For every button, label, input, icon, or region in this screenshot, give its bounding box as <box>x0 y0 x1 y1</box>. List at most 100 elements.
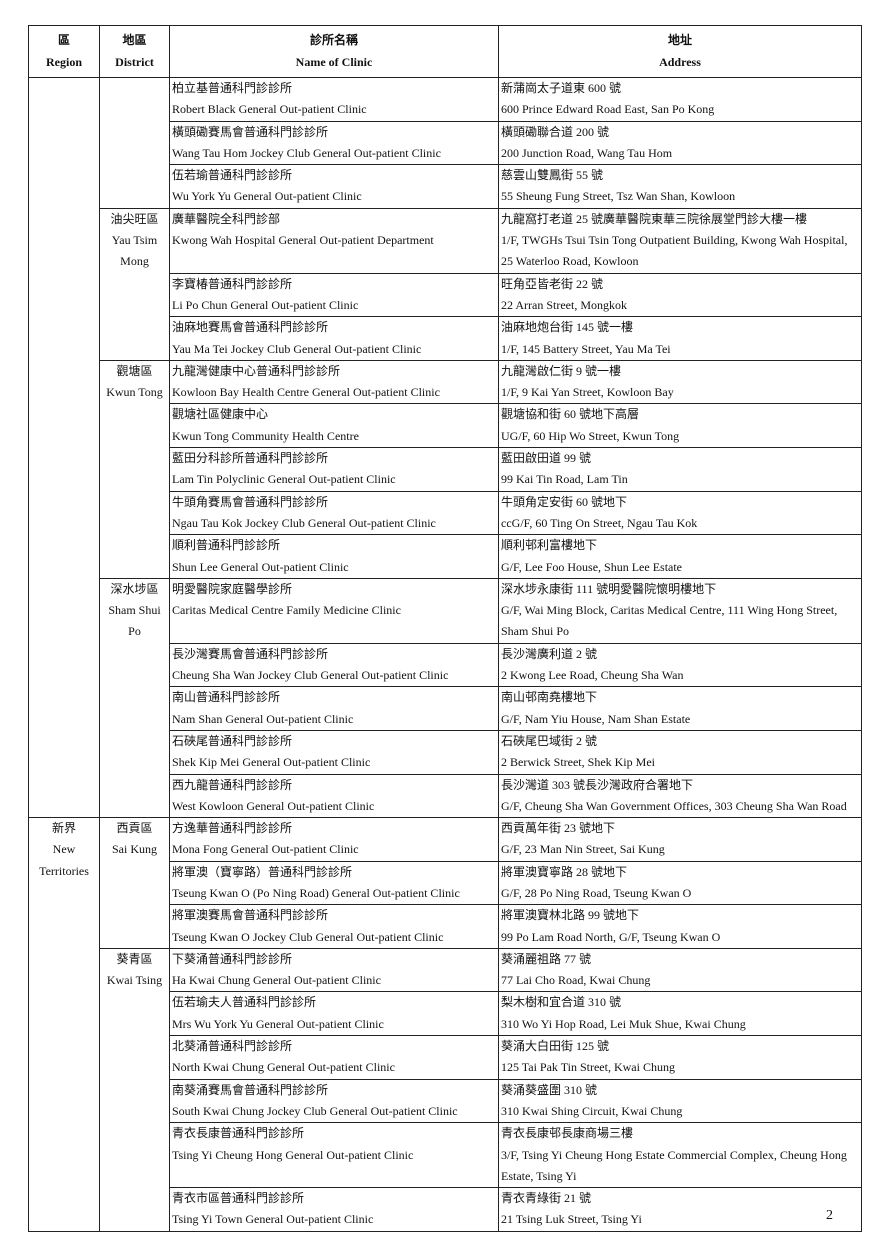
clinic-name-cell-zh: 柏立基普通科門診診所 <box>172 81 293 95</box>
clinic-address-cell-en: 3/F, Tsing Yi Cheung Hong Estate Commerc… <box>501 1147 847 1183</box>
clinic-address-cell-zh: 橫頭磡聯合道 200 號 <box>501 124 610 139</box>
clinic-address-cell: 長沙灣道 303 號長沙灣政府合署地下 G/F, Cheung Sha Wan G… <box>498 773 862 819</box>
clinic-address-cell: 葵涌大白田街 125 號 125 Tai Pak Tin Street, Kwai… <box>498 1035 862 1080</box>
clinic-name-cell: 牛頭角賽馬會普通科門診診所 Ngau Tau Kok Jockey Club Ge… <box>169 490 499 536</box>
clinic-address-cell-zh: 青衣長康邨長康商場三樓 <box>501 1126 634 1141</box>
clinic-address-cell-en: G/F, Nam Yiu House, Nam Shan Estate <box>501 711 691 726</box>
clinic-name-cell-en: Caritas Medical Centre Family Medicine C… <box>172 603 401 618</box>
clinic-address-cell-zh: 長沙灣廣利道 2 號 <box>501 646 598 661</box>
clinic-address-cell: 橫頭磡聯合道 200 號 200 Junction Road, Wang Tau … <box>498 120 862 166</box>
clinic-address-cell-en: 2 Kwong Lee Road, Cheung Sha Wan <box>501 668 684 683</box>
clinic-name-cell-en: West Kowloon General Out-patient Clinic <box>172 798 375 813</box>
clinic-address-cell-zh: 慈雲山雙鳳街 55 號 <box>501 168 604 183</box>
clinic-name-cell-en: Wang Tau Hom Jockey Club General Out-pat… <box>172 145 441 160</box>
clinic-address-cell-zh: 將軍澳寶寧路 28 號地下 <box>501 864 628 879</box>
clinic-address-cell-zh: 青衣青綠街 21 號 <box>501 1191 592 1206</box>
clinic-address-cell-en: G/F, 28 Po Ning Road, Tseung Kwan O <box>501 885 692 900</box>
clinic-name-cell-zh: 西九龍普通科門診診所 <box>172 777 293 792</box>
clinic-name-cell-zh: 橫頭磡賽馬會普通科門診診所 <box>172 124 329 139</box>
clinic-name-cell-en: Robert Black General Out-patient Clinic <box>172 102 367 117</box>
clinic-name-cell-zh: 牛頭角賽馬會普通科門診診所 <box>172 494 329 509</box>
clinic-address-cell: 順利邨利富樓地下 G/F, Lee Foo House, Shun Lee Est… <box>498 534 862 579</box>
clinic-address-cell: 深水埗永康街 111 號明愛醫院懷明樓地下 G/F, Wai Ming Block… <box>498 577 862 644</box>
clinic-name-cell-en: Kwun Tong Community Health Centre <box>172 428 359 443</box>
clinic-name-cell: 觀塘社區健康中心 Kwun Tong Community Health Centr… <box>169 403 499 449</box>
header-district-zh: 地區 <box>122 33 147 48</box>
clinic-address-cell-en: ccG/F, 60 Ting On Street, Ngau Tau Kok <box>501 515 698 530</box>
clinic-address-cell: 旺角亞皆老街 22 號 22 Arran Street, Mongkok <box>498 272 862 318</box>
table-row: 石硤尾普通科門診診所 Shek Kip Mei General Out-patie… <box>29 729 862 775</box>
table-row: 北葵涌普通科門診診所 North Kwai Chung General Out-p… <box>29 1035 862 1080</box>
clinic-address-cell: 新蒲崗太子道東 600 號 600 Prince Edward Road East… <box>498 77 862 122</box>
clinic-name-cell-zh: 青衣長康普通科門診診所 <box>172 1126 305 1141</box>
clinic-name-cell: 長沙灣賽馬會普通科門診診所 Cheung Sha Wan Jockey Club … <box>169 642 499 688</box>
clinic-address-cell: 九龍灣啟仁街 9 號一樓 1/F, 9 Kai Yan Street, Kowlo… <box>498 359 862 405</box>
clinic-address-cell-zh: 葵涌大白田街 125 號 <box>501 1039 610 1054</box>
district-cell-zh: 葵青區 <box>116 951 153 966</box>
clinic-address-cell-en: 200 Junction Road, Wang Tau Hom <box>501 145 673 160</box>
header-address: 地址 Address <box>498 25 862 78</box>
clinic-name-cell: 青衣市區普通科門診診所 Tsing Yi Town General Out-pat… <box>169 1187 499 1232</box>
clinic-address-cell: 葵涌葵盛圍 310 號 310 Kwai Shing Circuit, Kwai … <box>498 1078 862 1124</box>
table-row: 新界 New Territories 西貢區 Sai Kung 方逸華普通科門診診所 Mo… <box>28 817 862 1232</box>
clinic-name-cell-zh: 李寶椿普通科門診診所 <box>172 276 293 291</box>
table-row: 順利普通科門診診所 Shun Lee General Out-patient Cl… <box>29 534 862 579</box>
clinic-name-cell: 伍若瑜普通科門診診所 Wu York Yu General Out-patient… <box>169 164 499 209</box>
table-row: 南山普通科門診診所 Nam Shan General Out-patient Cl… <box>29 686 862 731</box>
clinic-address-cell-zh: 葵涌麗祖路 77 號 <box>501 951 592 966</box>
clinic-name-cell-en: Mona Fong General Out-patient Clinic <box>172 842 359 857</box>
clinic-address-cell-zh: 順利邨利富樓地下 <box>501 538 598 553</box>
clinic-address-cell-en: G/F, Wai Ming Block, Caritas Medical Cen… <box>501 603 838 639</box>
region-cell-en: New Territories <box>39 842 89 878</box>
clinic-name-cell-en: Ha Kwai Chung General Out-patient Clinic <box>172 973 381 988</box>
clinic-name-cell-en: Lam Tin Polyclinic General Out-patient C… <box>172 472 396 487</box>
header-name-en: Name of Clinic <box>295 54 373 69</box>
clinic-address-cell-en: 310 Kwai Shing Circuit, Kwai Chung <box>501 1103 683 1118</box>
header-address-en: Address <box>659 54 701 69</box>
clinic-name-cell: 石硤尾普通科門診診所 Shek Kip Mei General Out-patie… <box>169 729 499 775</box>
clinic-address-cell-en: 22 Arran Street, Mongkok <box>501 297 627 312</box>
table-row: 觀塘社區健康中心 Kwun Tong Community Health Centr… <box>29 403 862 449</box>
clinic-address-cell-en: 1/F, 145 Battery Street, Yau Ma Tei <box>501 341 671 356</box>
clinic-address-cell: 葵涌麗祖路 77 號 77 Lai Cho Road, Kwai Chung <box>498 947 862 993</box>
clinic-name-cell: 李寶椿普通科門診診所 Li Po Chun General Out-patient… <box>169 272 499 318</box>
clinic-name-cell-zh: 廣華醫院全科門診部 <box>172 211 281 226</box>
district-cell-en: Kwun Tong <box>106 385 163 400</box>
clinic-address-cell-en: 600 Prince Edward Road East, San Po Kong <box>501 102 715 117</box>
clinic-name-cell-en: Li Po Chun General Out-patient Clinic <box>172 297 359 312</box>
clinic-name-cell: 將軍澳賽馬會普通科門診診所 Tseung Kwan O Jockey Club G… <box>169 904 499 949</box>
clinic-address-cell: 將軍澳寶林北路 99 號地下 99 Po Lam Road North, G/F,… <box>498 904 862 949</box>
clinic-address-cell: 將軍澳寶寧路 28 號地下 G/F, 28 Po Ning Road, Tseun… <box>498 860 862 906</box>
clinic-name-cell-zh: 伍若瑜普通科門診診所 <box>172 168 293 183</box>
clinic-address-cell-zh: 葵涌葵盛圍 310 號 <box>501 1082 598 1097</box>
header-clinic-name: 診所名稱 Name of Clinic <box>169 25 499 78</box>
table-row: 藍田分科診所普通科門診診所 Lam Tin Polyclinic General … <box>29 447 862 492</box>
clinic-address-cell: 油麻地炮台街 145 號一樓 1/F, 145 Battery Street, Y… <box>498 316 862 361</box>
clinic-name-cell-zh: 石硤尾普通科門診診所 <box>172 733 293 748</box>
clinic-name-cell-en: Cheung Sha Wan Jockey Club General Out-p… <box>172 668 449 683</box>
clinic-name-cell-en: Mrs Wu York Yu General Out-patient Clini… <box>172 1016 384 1031</box>
clinic-name-cell: 南葵涌賽馬會普通科門診診所 South Kwai Chung Jockey Clu… <box>169 1078 499 1124</box>
clinic-name-cell-en: Shek Kip Mei General Out-patient Clinic <box>172 755 371 770</box>
header-district-en: District <box>115 54 154 69</box>
clinic-address-cell-zh: 觀塘協和街 60 號地下高層 <box>501 407 640 422</box>
clinic-name-cell-zh: 長沙灣賽馬會普通科門診診所 <box>172 646 329 661</box>
district-cell: 西貢區 Sai Kung <box>99 817 170 949</box>
clinic-name-cell: 橫頭磡賽馬會普通科門診診所 Wang Tau Hom Jockey Club Ge… <box>169 120 499 166</box>
clinic-name-cell: 柏立基普通科門診診所 Robert Black General Out-patie… <box>169 77 499 122</box>
clinic-name-cell-en: Tseung Kwan O (Po Ning Road) General Out… <box>172 885 460 900</box>
clinic-address-cell: 石硤尾巴域街 2 號 2 Berwick Street, Shek Kip Mei <box>498 729 862 775</box>
clinic-name-cell: 順利普通科門診診所 Shun Lee General Out-patient Cl… <box>169 534 499 579</box>
district-cell-zh: 西貢區 <box>116 821 153 836</box>
clinic-address-cell: 長沙灣廣利道 2 號 2 Kwong Lee Road, Cheung Sha W… <box>498 642 862 688</box>
clinic-name-cell: 油麻地賽馬會普通科門診診所 Yau Ma Tei Jockey Club Gene… <box>169 316 499 361</box>
district-cell: 油尖旺區 Yau Tsim Mong <box>99 207 170 361</box>
clinic-name-cell-zh: 順利普通科門診診所 <box>172 538 281 553</box>
clinic-address-cell: 慈雲山雙鳳街 55 號 55 Sheung Fung Street, Tsz Wa… <box>498 164 862 209</box>
clinic-address-cell-en: 310 Wo Yi Hop Road, Lei Muk Shue, Kwai C… <box>501 1016 746 1031</box>
clinic-name-cell-en: Tsing Yi Cheung Hong General Out-patient… <box>172 1147 414 1162</box>
district-cell-zh: 深水埗區 <box>110 581 159 596</box>
region-cell <box>28 76 100 819</box>
table-row: 油尖旺區 Yau Tsim Mong 廣華醫院全科門診部 Kwong Wah Hosp… <box>29 207 862 361</box>
clinic-address-cell-en: G/F, Cheung Sha Wan Government Offices, … <box>501 798 847 813</box>
